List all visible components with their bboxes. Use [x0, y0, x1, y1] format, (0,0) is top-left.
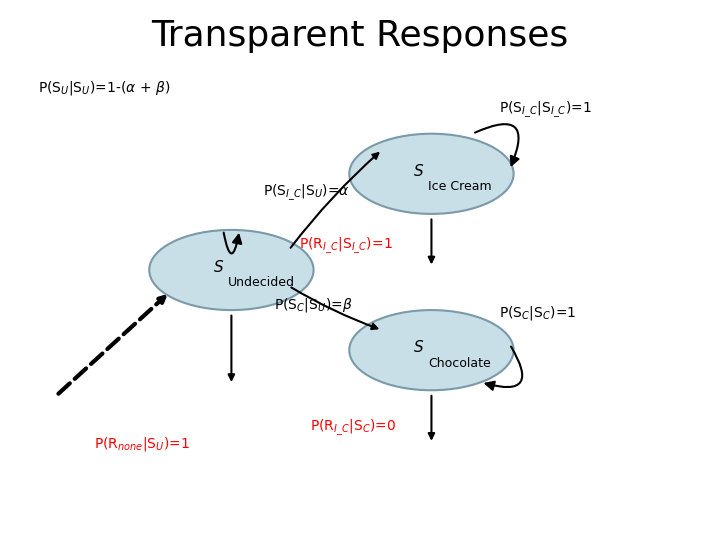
- FancyArrowPatch shape: [486, 347, 522, 390]
- Text: $\mathit{S}$: $\mathit{S}$: [413, 163, 424, 179]
- Text: P(S$_C$|S$_U$)=$\beta$: P(S$_C$|S$_U$)=$\beta$: [274, 296, 353, 314]
- FancyArrowPatch shape: [475, 124, 518, 165]
- Text: P(R$_{I\_C}$|S$_C$)=0: P(R$_{I\_C}$|S$_C$)=0: [310, 417, 396, 438]
- Text: Transparent Responses: Transparent Responses: [151, 19, 569, 53]
- Text: P(S$_{I\_C}$|S$_{I\_C}$)=1: P(S$_{I\_C}$|S$_{I\_C}$)=1: [499, 99, 592, 120]
- Text: P(S$_{I\_C}$|S$_U$)=$\alpha$: P(S$_{I\_C}$|S$_U$)=$\alpha$: [263, 183, 350, 202]
- Ellipse shape: [349, 134, 513, 214]
- Text: $\mathit{S}$: $\mathit{S}$: [213, 259, 224, 275]
- Text: P(R$_{none}$|S$_U$)=1: P(R$_{none}$|S$_U$)=1: [94, 435, 190, 453]
- Text: Ice Cream: Ice Cream: [428, 180, 492, 193]
- Text: Undecided: Undecided: [228, 276, 294, 289]
- Text: P(S$_U$|S$_U$)=1-($\alpha$ + $\beta$): P(S$_U$|S$_U$)=1-($\alpha$ + $\beta$): [38, 79, 171, 97]
- Text: Chocolate: Chocolate: [428, 356, 490, 369]
- Text: $\mathit{S}$: $\mathit{S}$: [413, 340, 424, 355]
- Text: P(R$_{I\_C}$|S$_{I\_C}$)=1: P(R$_{I\_C}$|S$_{I\_C}$)=1: [299, 236, 392, 256]
- FancyArrowPatch shape: [224, 233, 241, 253]
- Text: P(S$_C$|S$_C$)=1: P(S$_C$|S$_C$)=1: [499, 304, 577, 322]
- Ellipse shape: [349, 310, 513, 390]
- Ellipse shape: [149, 230, 314, 310]
